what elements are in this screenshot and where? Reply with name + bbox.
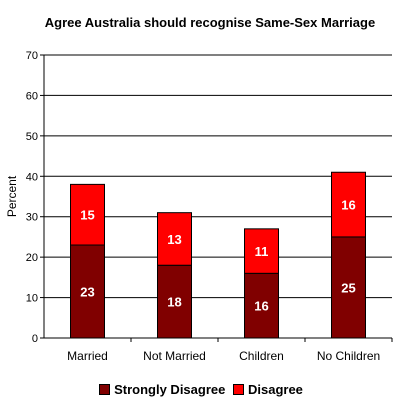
y-tick-label: 50 (26, 131, 38, 143)
legend-item-disagree: Disagree (232, 382, 303, 397)
bar-value-label: 25 (341, 280, 355, 295)
y-tick-label: 0 (32, 333, 38, 345)
bar-strongly-disagree (70, 244, 105, 339)
y-tick-label: 60 (26, 90, 38, 102)
chart-title: Agree Australia should recognise Same-Se… (44, 15, 376, 30)
legend-item-strongly-disagree: Strongly Disagree (99, 382, 225, 397)
y-tick-label: 20 (26, 252, 38, 264)
bar-strongly-disagree (331, 236, 366, 339)
legend-label-strongly-disagree: Strongly Disagree (114, 382, 226, 397)
y-tick-label: 40 (26, 171, 38, 183)
y-tick-label: 10 (26, 293, 38, 305)
x-tick-label: Not Married (143, 349, 206, 363)
legend-swatch-disagree (232, 384, 244, 395)
legend-swatch-strongly-disagree (99, 384, 111, 395)
bar-strongly-disagree (157, 264, 192, 339)
x-tick-label: Married (67, 349, 108, 363)
chart-legend: Strongly Disagree Disagree (0, 382, 402, 398)
bar-value-label: 18 (167, 295, 181, 310)
y-tick-label: 70 (26, 50, 38, 62)
bar-value-label: 13 (167, 232, 181, 247)
bar-value-label: 16 (341, 198, 355, 213)
y-tick-label: 30 (26, 212, 38, 224)
bar-value-label: 23 (80, 285, 94, 300)
bar-disagree (331, 171, 366, 238)
x-tick-label: No Children (317, 349, 380, 363)
bar-disagree (244, 228, 279, 274)
bar-disagree (70, 183, 105, 246)
bar-strongly-disagree (244, 272, 279, 339)
bar-value-label: 11 (255, 244, 269, 259)
y-axis-label: Percent (5, 175, 19, 217)
legend-label-disagree: Disagree (247, 382, 303, 397)
bar-value-label: 15 (80, 208, 94, 223)
x-tick-label: Children (239, 349, 284, 363)
bar-disagree (157, 212, 192, 266)
bar-value-label: 16 (254, 299, 268, 314)
